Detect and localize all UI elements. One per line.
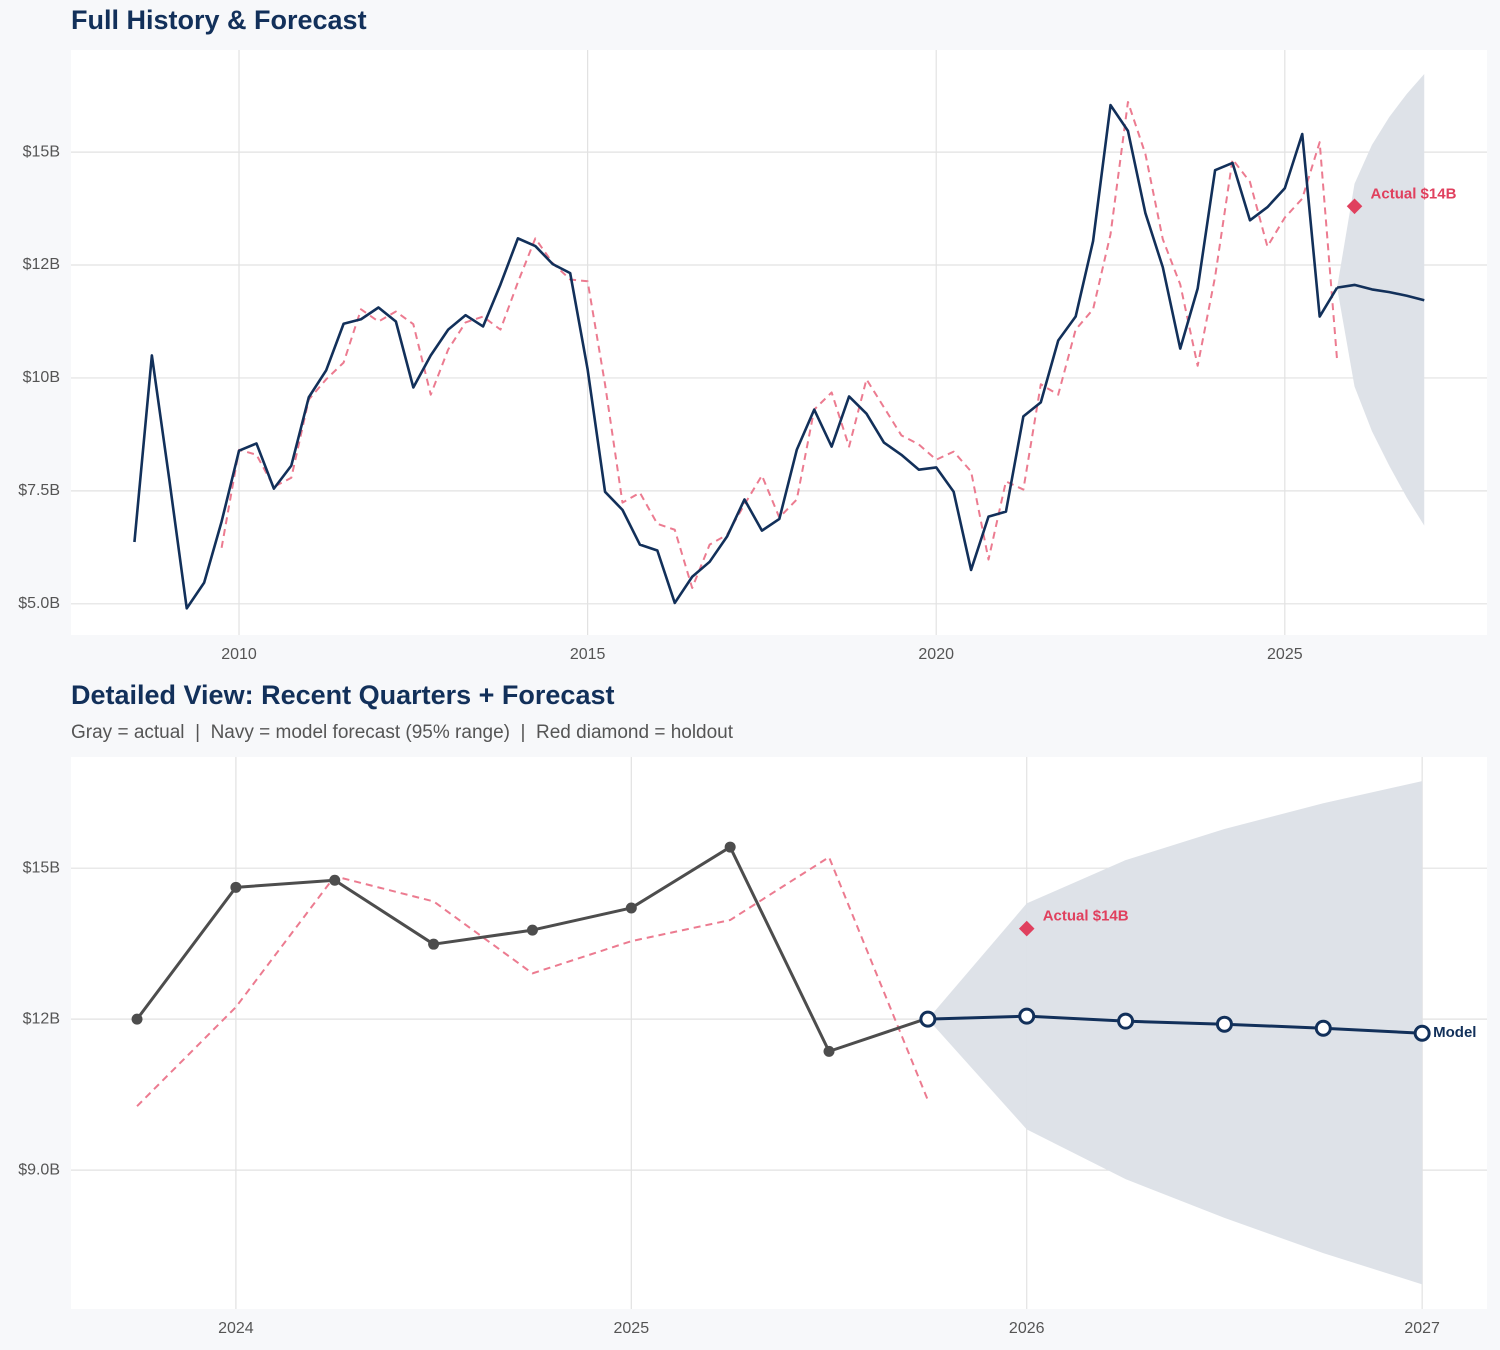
point-marker (724, 841, 736, 853)
point-marker (625, 902, 637, 914)
y-tick-label: $12B (23, 256, 60, 273)
forecast-band (927, 781, 1423, 1285)
series-end-label: Model (1433, 1024, 1476, 1041)
series-line (927, 1014, 1423, 1035)
chart-title: Detailed View: Recent Quarters + Forecas… (71, 680, 614, 710)
holdout-marker (1346, 198, 1363, 215)
point-marker (428, 938, 440, 950)
point-marker (1314, 1019, 1332, 1037)
point-marker (1117, 1012, 1135, 1030)
x-tick-label: 2026 (1009, 1320, 1045, 1337)
point-marker (1018, 1007, 1036, 1025)
point-marker (823, 1045, 835, 1057)
annotation: Actual $14B (1043, 908, 1129, 925)
point-marker (1413, 1024, 1431, 1042)
series-line (1336, 283, 1425, 302)
point-marker (919, 1010, 937, 1028)
chart-title: Full History & Forecast (71, 5, 367, 35)
series-line (133, 103, 1339, 610)
point-marker (131, 1013, 143, 1025)
point-marker (230, 881, 242, 893)
point-marker (329, 874, 341, 886)
fitted-line (136, 856, 929, 1107)
x-tick-label: 2025 (614, 1320, 650, 1337)
y-tick-label: $15B (23, 859, 60, 876)
annotation: Actual $14B (1371, 185, 1457, 202)
x-tick-label: 2020 (918, 646, 954, 663)
point-marker (526, 924, 538, 936)
y-tick-label: $7.5B (18, 482, 60, 499)
x-tick-label: 2025 (1267, 646, 1303, 663)
y-tick-label: $5.0B (18, 595, 60, 612)
chart-subtitle: Gray = actual | Navy = model forecast (9… (71, 722, 734, 743)
x-tick-label: 2015 (570, 646, 606, 663)
y-tick-label: $12B (23, 1010, 60, 1027)
x-tick-label: 2027 (1404, 1320, 1440, 1337)
forecast-band (1337, 73, 1425, 526)
point-marker (1215, 1015, 1233, 1033)
y-tick-label: $9.0B (18, 1161, 60, 1178)
x-tick-label: 2010 (221, 646, 257, 663)
y-tick-label: $10B (23, 369, 60, 386)
plot-area (71, 50, 1487, 635)
x-tick-label: 2024 (218, 1320, 254, 1337)
y-tick-label: $15B (23, 143, 60, 160)
